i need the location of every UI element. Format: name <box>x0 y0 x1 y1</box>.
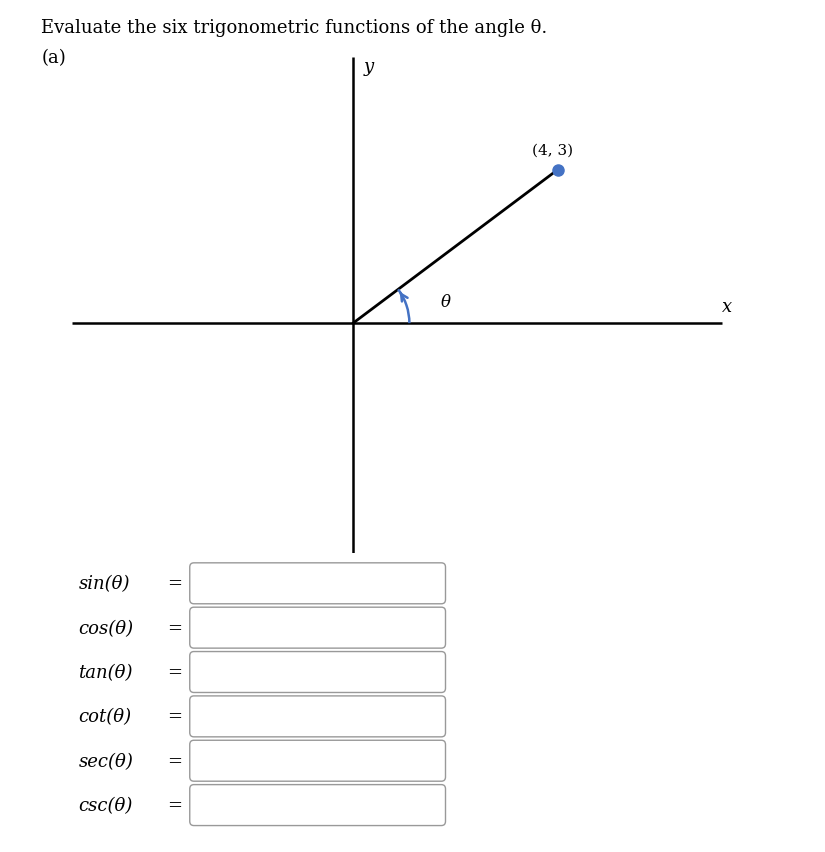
Text: =: = <box>167 751 182 770</box>
Text: θ: θ <box>441 294 450 311</box>
Text: cos(θ): cos(θ) <box>78 619 134 637</box>
Text: Evaluate the six trigonometric functions of the angle θ.: Evaluate the six trigonometric functions… <box>41 19 548 37</box>
Text: tan(θ): tan(θ) <box>78 663 133 682</box>
Text: =: = <box>167 796 182 815</box>
Text: x: x <box>722 298 732 316</box>
Text: (a): (a) <box>41 49 66 67</box>
Text: =: = <box>167 663 182 682</box>
Text: =: = <box>167 707 182 726</box>
Text: sec(θ): sec(θ) <box>78 751 134 770</box>
Text: y: y <box>363 58 374 76</box>
Text: (4, 3): (4, 3) <box>532 144 573 158</box>
Text: cot(θ): cot(θ) <box>78 707 131 726</box>
Text: =: = <box>167 619 182 637</box>
Text: =: = <box>167 574 182 593</box>
Text: sin(θ): sin(θ) <box>78 574 130 593</box>
Text: csc(θ): csc(θ) <box>78 796 133 815</box>
